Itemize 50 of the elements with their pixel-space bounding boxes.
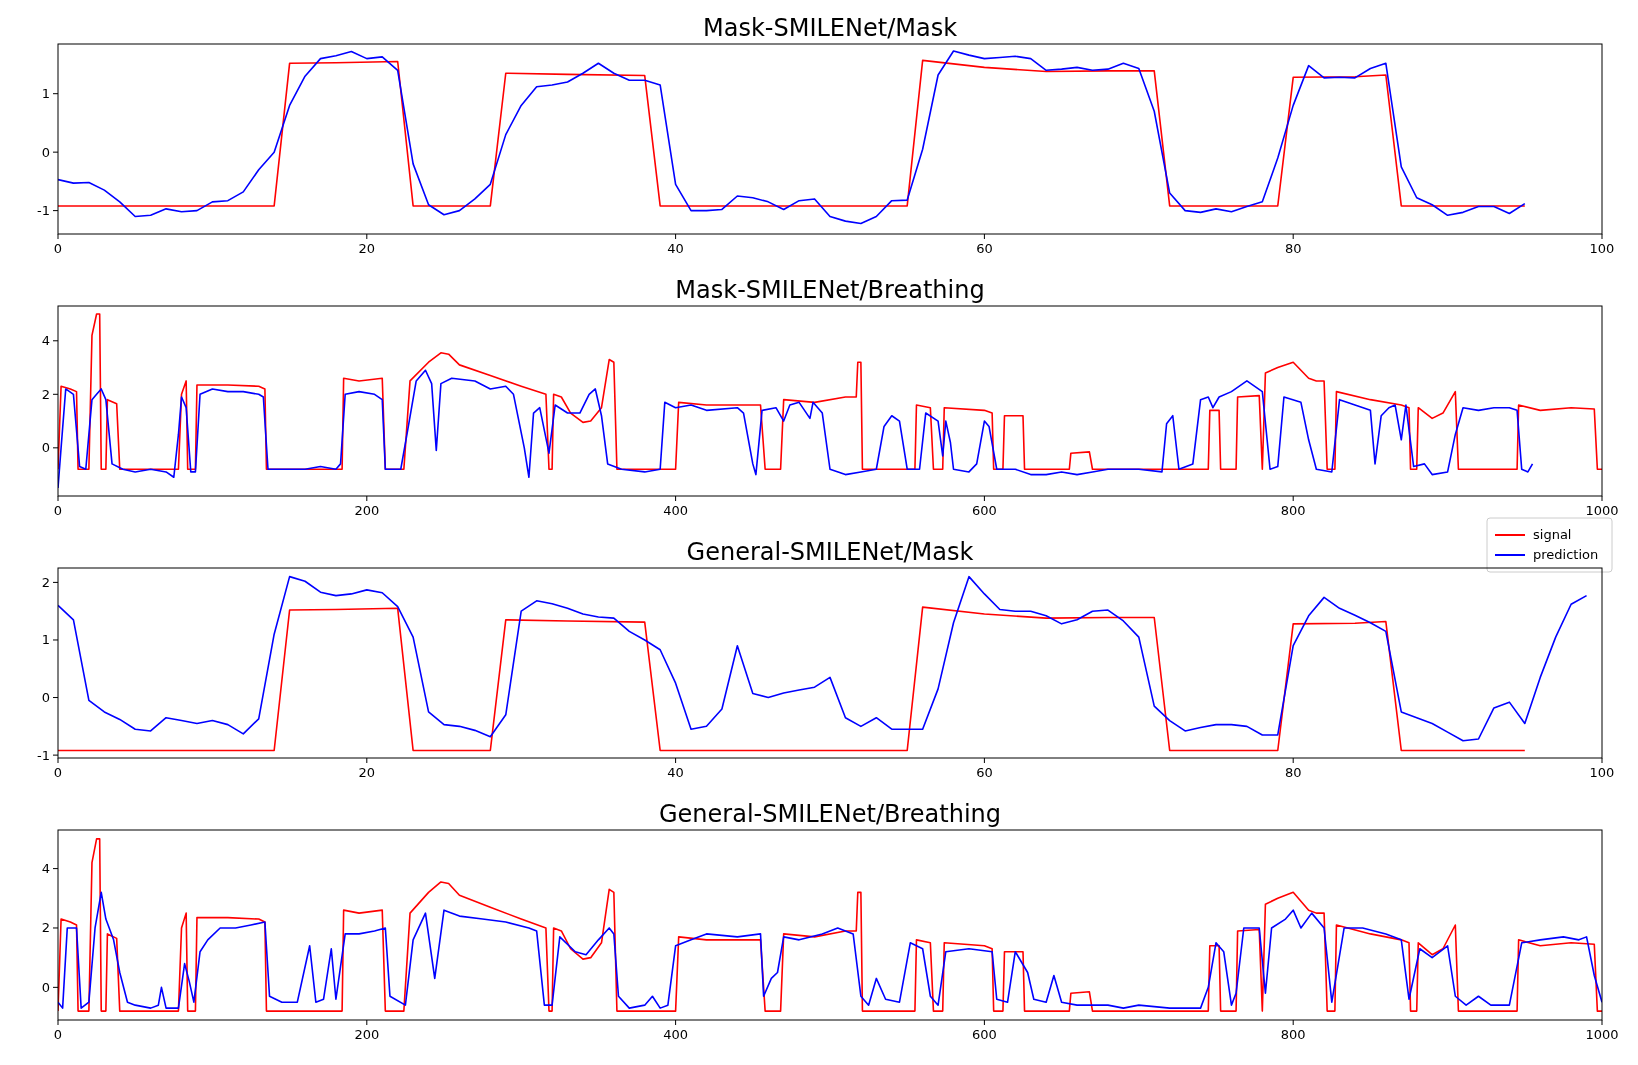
x-tick-label: 100 xyxy=(1589,241,1615,256)
y-tick-label: -1 xyxy=(37,203,50,219)
line-series xyxy=(58,575,1588,742)
y-tick-label: 4 xyxy=(41,333,50,349)
legend-label: signal xyxy=(1533,527,1572,542)
x-tick-label: 0 xyxy=(53,503,63,518)
y-tick-label: 0 xyxy=(41,690,50,706)
x-tick-label: 40 xyxy=(667,241,684,256)
line-series xyxy=(58,891,1602,1009)
chart-title: Mask-SMILENet/Breathing xyxy=(675,276,985,304)
line-series xyxy=(58,59,1526,207)
x-tick-label: 200 xyxy=(354,503,380,518)
y-tick-label: 1 xyxy=(41,632,50,648)
x-tick-label: 100 xyxy=(1589,765,1615,780)
x-tick-label: 80 xyxy=(1284,241,1302,256)
x-tick-label: 60 xyxy=(976,765,993,780)
line-series xyxy=(58,838,1602,1012)
x-tick-label: 600 xyxy=(971,503,997,518)
x-tick-label: 60 xyxy=(976,241,993,256)
x-tick-label: 1000 xyxy=(1585,503,1619,518)
x-tick-label: 800 xyxy=(1280,503,1306,518)
y-tick-label: 1 xyxy=(41,86,50,102)
legend-label: prediction xyxy=(1533,547,1599,562)
x-tick-label: 80 xyxy=(1284,765,1302,780)
x-tick-label: 400 xyxy=(663,503,689,518)
x-tick-label: 0 xyxy=(53,1027,63,1042)
line-series xyxy=(58,606,1526,752)
x-tick-label: 40 xyxy=(667,765,684,780)
y-tick-label: 2 xyxy=(41,920,50,936)
y-tick-label: 2 xyxy=(41,574,50,590)
x-tick-label: 600 xyxy=(971,1027,997,1042)
chart-title: General-SMILENet/Mask xyxy=(686,538,974,566)
x-tick-label: 400 xyxy=(663,1027,689,1042)
y-tick-label: -1 xyxy=(37,747,50,763)
x-tick-label: 0 xyxy=(53,765,63,780)
line-series xyxy=(58,313,1602,471)
y-tick-label: 2 xyxy=(41,386,50,402)
y-tick-label: 0 xyxy=(41,144,50,160)
x-tick-label: 800 xyxy=(1280,1027,1306,1042)
x-tick-label: 20 xyxy=(358,241,376,256)
y-tick-label: 0 xyxy=(41,979,50,995)
y-tick-label: 4 xyxy=(41,861,50,877)
x-tick-label: 0 xyxy=(53,241,63,256)
x-tick-label: 200 xyxy=(354,1027,380,1042)
x-tick-label: 20 xyxy=(358,765,376,780)
x-tick-label: 1000 xyxy=(1585,1027,1619,1042)
line-series xyxy=(58,50,1526,225)
y-tick-label: 0 xyxy=(41,440,50,456)
chart-title: General-SMILENet/Breathing xyxy=(658,800,1002,828)
chart-title: Mask-SMILENet/Mask xyxy=(702,14,958,42)
